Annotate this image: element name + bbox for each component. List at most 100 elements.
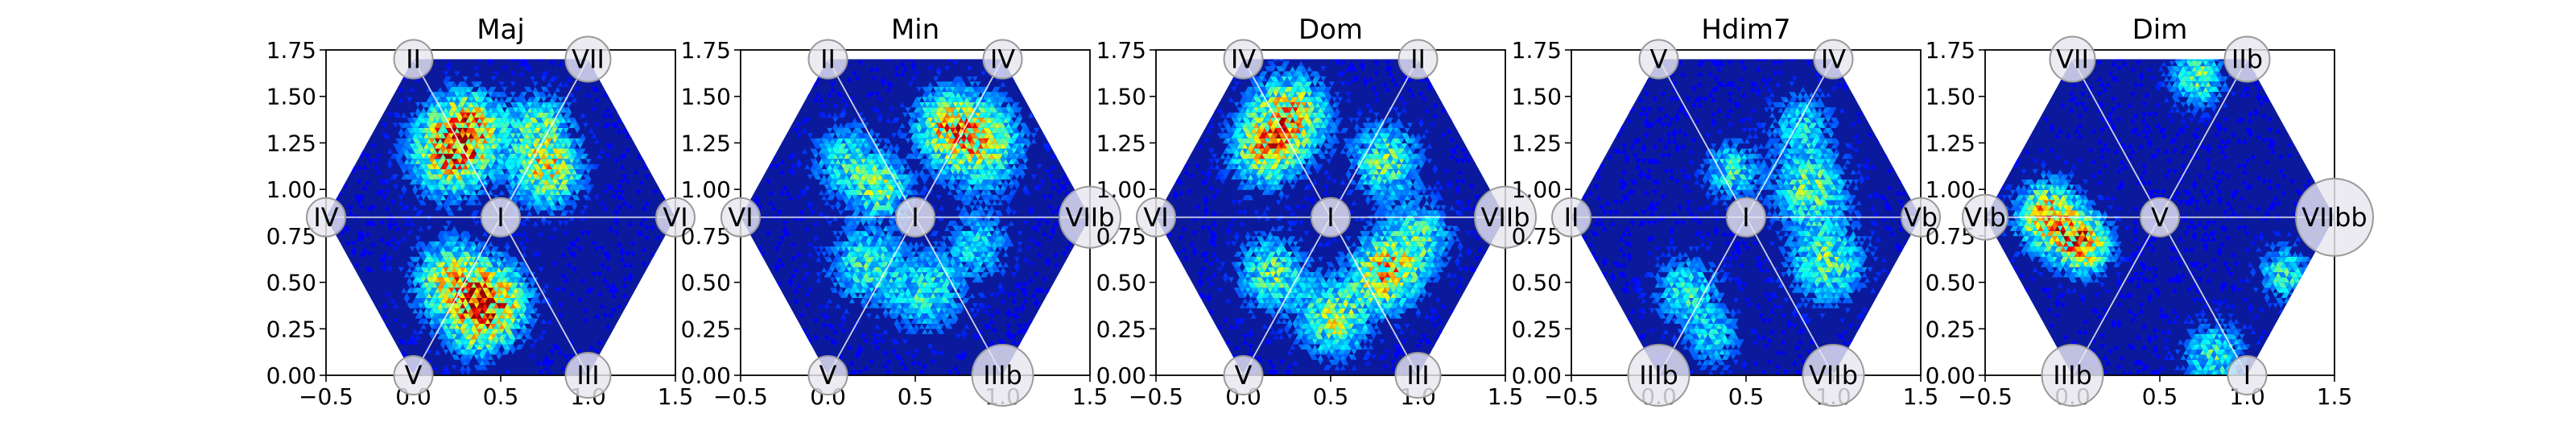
heatmap-cell	[393, 72, 398, 77]
heatmap-cell	[757, 283, 762, 288]
heatmap-cell	[681, 169, 687, 174]
heatmap-cell	[385, 360, 390, 365]
heatmap-cell	[351, 56, 357, 60]
heatmap-cell	[658, 277, 664, 282]
heatmap-cell	[752, 246, 758, 251]
heatmap-cell	[735, 370, 741, 375]
heatmap-cell	[359, 66, 365, 71]
heatmap-cell	[317, 354, 323, 359]
heatmap-cell	[1059, 313, 1064, 318]
heatmap-cell	[644, 102, 650, 107]
heatmap-cell	[667, 339, 672, 344]
node-label: III	[576, 360, 599, 391]
heatmap-cell	[1037, 360, 1042, 365]
heatmap-cell	[617, 360, 622, 365]
heatmap-cell	[749, 184, 754, 189]
heatmap-cell	[779, 350, 785, 354]
heatmap-cell	[1075, 360, 1081, 365]
heatmap-cell	[379, 334, 385, 339]
heatmap-cell	[735, 257, 741, 262]
heatmap-cell	[337, 283, 343, 288]
heatmap-cell	[351, 308, 357, 313]
heatmap-cell	[768, 370, 774, 375]
heatmap-cell	[368, 81, 374, 86]
heatmap-cell	[353, 350, 359, 354]
heatmap-cell	[368, 308, 374, 313]
heatmap-cell	[337, 293, 343, 298]
heatmap-cell	[608, 87, 613, 92]
heatmap-cell	[477, 56, 482, 60]
heatmap-cell	[1051, 354, 1056, 359]
heatmap-cell	[337, 303, 343, 308]
heatmap-cell	[650, 308, 655, 313]
heatmap-cell	[332, 81, 337, 86]
heatmap-cell	[387, 77, 393, 81]
heatmap-cell	[653, 72, 658, 77]
heatmap-cell	[754, 313, 760, 318]
heatmap-cell	[613, 360, 619, 365]
heatmap-cell	[644, 308, 650, 313]
heatmap-cell	[642, 56, 647, 60]
heatmap-cell	[768, 350, 774, 354]
heatmap-cell	[1067, 334, 1073, 339]
heatmap-cell	[754, 169, 760, 174]
heatmap-cell	[368, 313, 374, 318]
heatmap-cell	[1081, 370, 1087, 375]
heatmap-cell	[779, 308, 785, 313]
heatmap-cell	[732, 175, 737, 180]
center-node: I	[481, 198, 520, 237]
heatmap-cell	[667, 313, 672, 318]
heatmap-cell	[661, 365, 667, 370]
heatmap-cell	[334, 350, 340, 354]
heatmap-cell	[667, 180, 672, 184]
heatmap-cell	[1056, 329, 1062, 333]
heatmap-cell	[735, 298, 741, 303]
heatmap-cell	[345, 267, 351, 272]
heatmap-cell	[351, 283, 357, 288]
heatmap-cell	[320, 169, 326, 174]
heatmap-cell	[1073, 370, 1079, 375]
heatmap-cell	[340, 350, 345, 354]
heatmap-cell	[317, 123, 323, 128]
heatmap-cell	[1092, 354, 1098, 359]
node-label: II	[406, 44, 421, 75]
panel-Min: −0.50.00.51.01.50.000.250.500.751.001.25…	[681, 14, 1121, 410]
heatmap-cell	[779, 319, 785, 324]
heatmap-cell	[365, 324, 370, 329]
heatmap-cell	[1096, 308, 1101, 313]
heatmap-cell	[368, 334, 374, 339]
heatmap-cell	[655, 107, 661, 112]
heatmap-cell	[658, 123, 664, 128]
heatmap-cell	[619, 81, 625, 86]
heatmap-cell	[1039, 313, 1045, 318]
heatmap-cell	[320, 66, 326, 71]
heatmap-cell	[613, 72, 619, 77]
heatmap-cell	[732, 324, 737, 329]
heatmap-cell	[337, 87, 343, 92]
heatmap-cell	[1079, 257, 1084, 262]
heatmap-cell	[1064, 169, 1070, 174]
heatmap-cell	[332, 313, 337, 318]
heatmap-cell	[681, 118, 687, 122]
heatmap-cell	[385, 92, 390, 97]
heatmap-cell	[681, 77, 687, 81]
heatmap-cell	[385, 97, 390, 102]
heatmap-cell	[760, 164, 766, 169]
heatmap-cell	[374, 313, 379, 318]
heatmap-cell	[1062, 324, 1067, 329]
heatmap-cell	[345, 272, 351, 277]
heatmap-cell	[345, 123, 351, 128]
heatmap-cell	[729, 354, 735, 359]
heatmap-cell	[320, 133, 326, 138]
heatmap-cell	[638, 298, 644, 303]
heatmap-cell	[1037, 313, 1042, 318]
heatmap-cell	[785, 339, 791, 344]
heatmap-cell	[655, 92, 661, 97]
heatmap-cell	[754, 293, 760, 298]
heatmap-cell	[749, 329, 754, 333]
y-tick-label: 1.50	[266, 84, 316, 110]
heatmap-cell	[774, 350, 779, 354]
heatmap-cell	[617, 92, 622, 97]
heatmap-cell	[630, 133, 636, 138]
